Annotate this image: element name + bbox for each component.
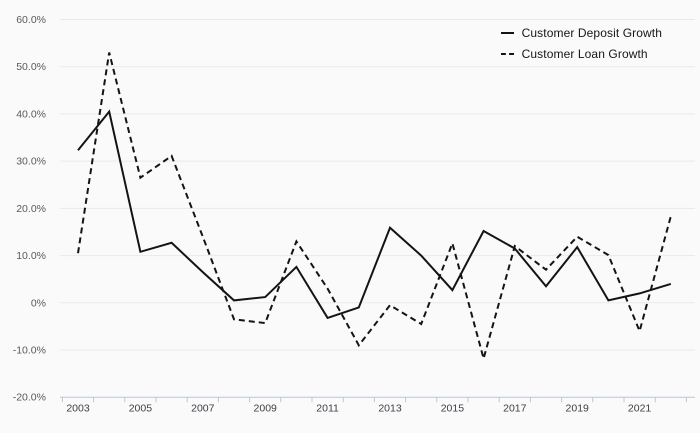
x-tick-label: 2011	[316, 403, 339, 415]
customer-loan-growth-line	[77, 52, 672, 363]
series-lines	[77, 52, 672, 363]
y-axis-labels: 60.0% 50.0% 40.0% 30.0% 20.0% 10.0% 0% -10.0% -2…	[13, 14, 46, 404]
x-tick-label: 2003	[66, 403, 90, 415]
x-tick-label: 2015	[441, 403, 465, 415]
solid-line-icon	[500, 32, 514, 34]
y-tick-label: 20.0%	[16, 203, 46, 215]
y-tick-label: -10.0%	[13, 345, 46, 357]
customer-deposit-growth-line	[77, 109, 672, 320]
y-tick-label: 10.0%	[16, 250, 46, 262]
y-tick-label: 30.0%	[16, 156, 46, 168]
y-tick-label: 40.0%	[16, 108, 46, 120]
x-tick-label: 2013	[378, 403, 402, 415]
x-tick-label: 2009	[254, 403, 278, 415]
x-tick-label: 2019	[566, 403, 590, 415]
x-tick-label: 2021	[628, 403, 652, 415]
legend-item-customer-loan-growth[interactable]: Customer Loan Growth	[500, 47, 648, 61]
x-tick-label: 2005	[129, 403, 153, 415]
y-tick-label: 50.0%	[16, 61, 46, 73]
legend-label: Customer Deposit Growth	[521, 26, 662, 40]
y-tick-label: 60.0%	[16, 14, 46, 26]
chart-legend: Customer Deposit Growth Customer Loan Gr…	[500, 26, 662, 61]
x-tick-label: 2017	[503, 403, 527, 415]
x-tick-label: 2007	[191, 403, 215, 415]
x-axis: 2003 2005 2007 2009 2011 2013 2015 2017 2019 2021	[60, 396, 695, 415]
legend-label: Customer Loan Growth	[521, 47, 648, 61]
dashed-line-icon	[500, 53, 514, 55]
legend-item-customer-deposit-growth[interactable]: Customer Deposit Growth	[500, 26, 662, 40]
gridlines	[60, 18, 695, 351]
y-tick-label: 0%	[31, 297, 46, 309]
y-tick-label: -20.0%	[13, 392, 46, 404]
